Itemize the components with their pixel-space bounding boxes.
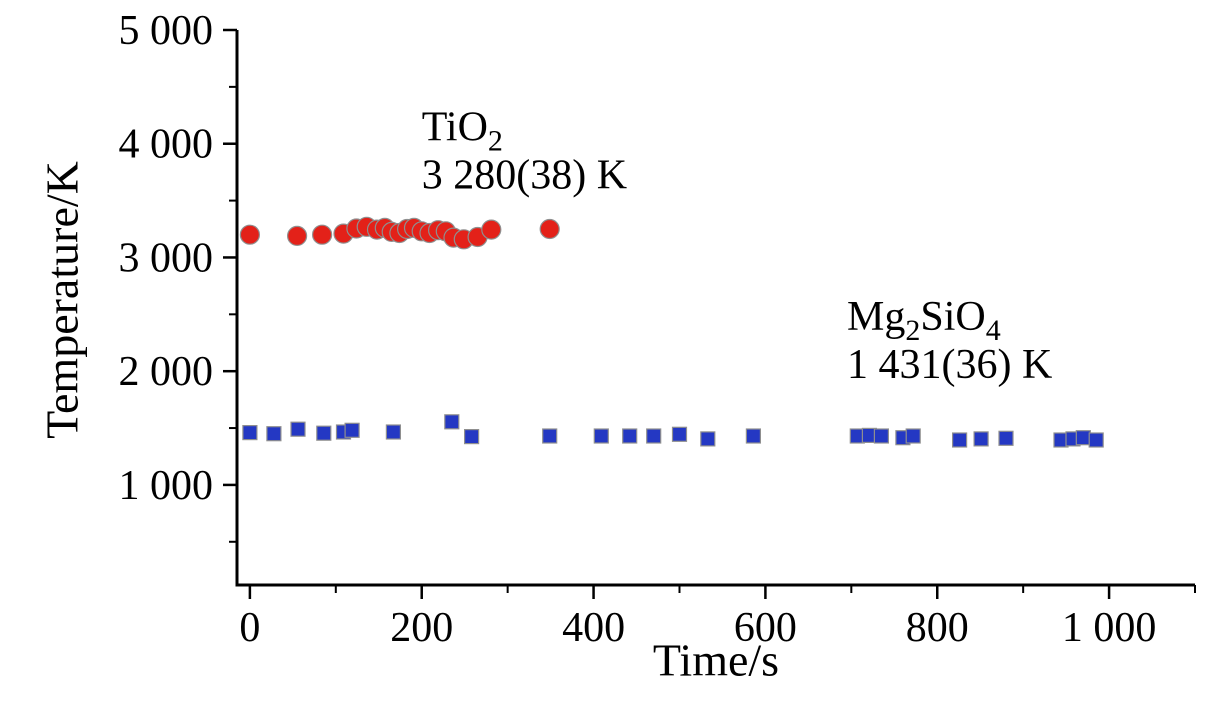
annotation-text: Mg bbox=[847, 294, 905, 340]
data-point-Mg2SiO4 bbox=[700, 431, 716, 447]
data-point-Mg2SiO4 bbox=[444, 414, 460, 430]
x-tick-label: 1 000 bbox=[1062, 605, 1157, 651]
data-point-TiO2 bbox=[539, 218, 560, 240]
annotation-text: SiO bbox=[920, 294, 985, 340]
data-point-Mg2SiO4 bbox=[344, 422, 360, 438]
data-point-Mg2SiO4 bbox=[873, 428, 890, 444]
x-axis-title: Time/s bbox=[652, 634, 780, 686]
data-point-Mg2SiO4 bbox=[464, 429, 480, 445]
data-point-Mg2SiO4 bbox=[242, 425, 258, 441]
x-tick-label: 400 bbox=[562, 605, 625, 651]
data-point-Mg2SiO4 bbox=[1088, 432, 1104, 448]
annotation-TiO2: 3 280(38) K bbox=[422, 152, 627, 198]
data-point-TiO2 bbox=[312, 224, 333, 245]
y-tick-label: 2 000 bbox=[119, 349, 214, 395]
data-point-Mg2SiO4 bbox=[905, 428, 921, 444]
data-point-TiO2 bbox=[239, 224, 260, 245]
x-tick-label: 200 bbox=[390, 605, 453, 651]
data-point-TiO2 bbox=[481, 219, 502, 240]
y-tick-label: 3 000 bbox=[119, 235, 214, 281]
annotation-text: TiO bbox=[422, 104, 488, 150]
data-point-Mg2SiO4 bbox=[745, 428, 762, 444]
data-point-Mg2SiO4 bbox=[1075, 430, 1091, 446]
y-tick-label: 5 000 bbox=[119, 8, 214, 54]
data-point-Mg2SiO4 bbox=[266, 426, 282, 442]
data-point-Mg2SiO4 bbox=[973, 431, 989, 447]
data-point-Mg2SiO4 bbox=[998, 430, 1014, 446]
y-axis-title: Temperature/K bbox=[36, 161, 88, 439]
data-point-TiO2 bbox=[287, 225, 308, 246]
annotation-subscript: 2 bbox=[488, 124, 503, 157]
data-point-Mg2SiO4 bbox=[622, 428, 638, 444]
y-tick-label: 1 000 bbox=[119, 463, 214, 509]
x-tick-label: 0 bbox=[239, 605, 260, 651]
x-tick-label: 600 bbox=[734, 605, 797, 651]
annotation-Mg2SiO4: Mg2SiO4 bbox=[847, 294, 1001, 347]
annotation-subscript: 4 bbox=[986, 314, 1001, 347]
data-point-Mg2SiO4 bbox=[316, 425, 332, 441]
data-point-Mg2SiO4 bbox=[646, 428, 662, 444]
data-point-Mg2SiO4 bbox=[593, 428, 609, 444]
data-point-Mg2SiO4 bbox=[671, 426, 688, 442]
annotation-TiO2: TiO2 bbox=[422, 104, 503, 157]
annotation-subscript: 2 bbox=[905, 314, 920, 347]
annotation-text: 1 431(36) K bbox=[847, 342, 1052, 388]
data-point-Mg2SiO4 bbox=[385, 424, 401, 440]
x-tick-label: 800 bbox=[906, 605, 969, 651]
data-point-Mg2SiO4 bbox=[542, 428, 558, 444]
annotation-Mg2SiO4: 1 431(36) K bbox=[847, 342, 1052, 388]
data-point-Mg2SiO4 bbox=[290, 421, 306, 437]
y-tick-label: 4 000 bbox=[119, 122, 214, 168]
annotation-text: 3 280(38) K bbox=[422, 152, 627, 198]
data-point-Mg2SiO4 bbox=[951, 432, 968, 448]
